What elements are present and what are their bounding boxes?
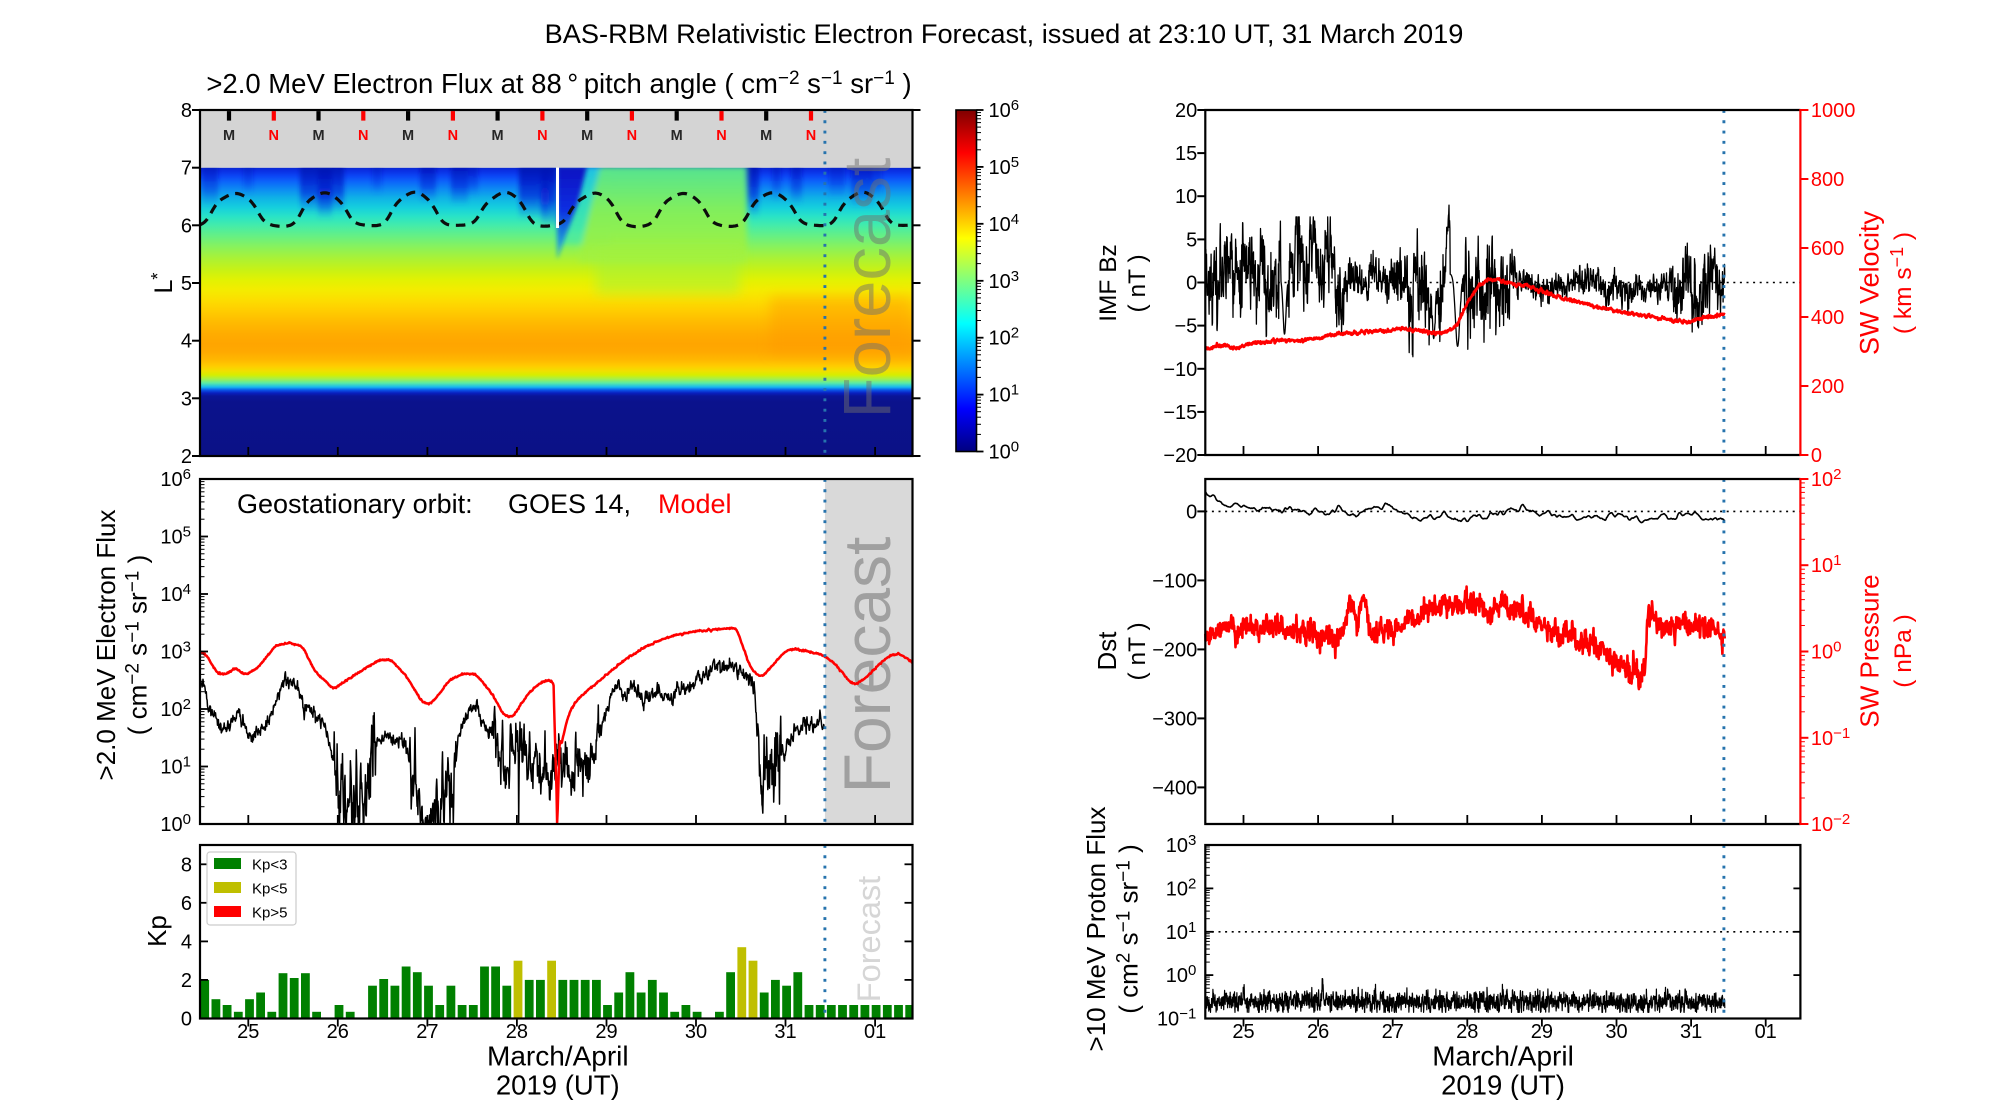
svg-text:2: 2 xyxy=(181,970,192,992)
svg-text:Forecast: Forecast xyxy=(851,876,887,1002)
svg-text:BAS-RBM Relativistic Electron: BAS-RBM Relativistic Electron Forecast, … xyxy=(545,18,1464,49)
svg-text:March/April: March/April xyxy=(487,1041,629,1072)
svg-text:N: N xyxy=(806,128,816,144)
svg-text:2019 (UT): 2019 (UT) xyxy=(496,1070,620,1101)
svg-text:800: 800 xyxy=(1811,169,1844,191)
svg-text:29: 29 xyxy=(1531,1021,1553,1043)
svg-text:27: 27 xyxy=(416,1021,438,1043)
svg-text:−15: −15 xyxy=(1163,402,1197,424)
svg-text:M: M xyxy=(760,128,772,144)
svg-text:7: 7 xyxy=(181,158,192,180)
svg-text:March/April: March/April xyxy=(1432,1041,1574,1072)
svg-text:28: 28 xyxy=(1456,1021,1478,1043)
svg-text:4: 4 xyxy=(181,931,192,953)
svg-text:Model: Model xyxy=(658,489,732,519)
svg-text:N: N xyxy=(537,128,547,144)
svg-text:30: 30 xyxy=(685,1021,707,1043)
svg-text:200: 200 xyxy=(1811,376,1844,398)
svg-text:GOES 14,: GOES 14, xyxy=(508,489,631,519)
svg-text:Forecast: Forecast xyxy=(830,157,905,418)
svg-text:102: 102 xyxy=(1811,466,1842,491)
svg-text:31: 31 xyxy=(1680,1021,1702,1043)
svg-text:600: 600 xyxy=(1811,238,1844,260)
svg-text:6: 6 xyxy=(181,893,192,915)
svg-text:10: 10 xyxy=(1175,186,1197,208)
svg-text:400: 400 xyxy=(1811,307,1844,329)
svg-text:N: N xyxy=(358,128,368,144)
svg-text:−200: −200 xyxy=(1152,639,1197,661)
svg-text:( nT ): ( nT ) xyxy=(1124,254,1151,312)
svg-text:2019 (UT): 2019 (UT) xyxy=(1441,1070,1565,1101)
svg-text:103: 103 xyxy=(160,639,191,664)
svg-text:5: 5 xyxy=(181,273,192,295)
svg-text:1000: 1000 xyxy=(1811,100,1856,122)
svg-text:M: M xyxy=(312,128,324,144)
svg-text:0: 0 xyxy=(1811,445,1822,467)
svg-text:30: 30 xyxy=(1605,1021,1627,1043)
svg-text:25: 25 xyxy=(1232,1021,1254,1043)
svg-text:−20: −20 xyxy=(1163,445,1197,467)
svg-text:29: 29 xyxy=(595,1021,617,1043)
svg-text:SW Velocity: SW Velocity xyxy=(1855,210,1885,355)
svg-text:20: 20 xyxy=(1175,100,1197,122)
svg-text:27: 27 xyxy=(1382,1021,1404,1043)
svg-text:8: 8 xyxy=(181,100,192,122)
svg-text:3: 3 xyxy=(181,388,192,410)
svg-text:8: 8 xyxy=(181,854,192,876)
svg-text:M: M xyxy=(223,128,235,144)
svg-text:2: 2 xyxy=(181,446,192,468)
svg-text:>10 MeV Proton Flux: >10 MeV Proton Flux xyxy=(1081,807,1111,1052)
svg-text:6: 6 xyxy=(181,215,192,237)
svg-text:M: M xyxy=(402,128,414,144)
svg-text:Geostationary orbit:: Geostationary orbit: xyxy=(237,489,473,519)
svg-text:Kp<5: Kp<5 xyxy=(252,881,287,898)
svg-text:−100: −100 xyxy=(1152,570,1197,592)
svg-text:26: 26 xyxy=(327,1021,349,1043)
svg-text:Kp>5: Kp>5 xyxy=(252,905,287,922)
svg-text:M: M xyxy=(492,128,504,144)
svg-text:103: 103 xyxy=(989,268,1020,293)
svg-text:>2.0 MeV Electron Flux: >2.0 MeV Electron Flux xyxy=(91,510,121,781)
svg-text:25: 25 xyxy=(237,1021,259,1043)
svg-text:−10: −10 xyxy=(1163,359,1197,381)
svg-text:−300: −300 xyxy=(1152,708,1197,730)
svg-text:−5: −5 xyxy=(1174,316,1197,338)
svg-text:10−2: 10−2 xyxy=(1811,811,1850,836)
svg-text:4: 4 xyxy=(181,331,192,353)
svg-text:0: 0 xyxy=(1186,273,1197,295)
svg-text:Kp: Kp xyxy=(142,915,172,947)
svg-text:( nPa ): ( nPa ) xyxy=(1890,614,1917,688)
svg-text:Dst: Dst xyxy=(1092,631,1122,671)
svg-text:N: N xyxy=(448,128,458,144)
svg-text:28: 28 xyxy=(506,1021,528,1043)
svg-text:>2.0 MeV Electron Flux at 88 °: >2.0 MeV Electron Flux at 88 ° pitch ang… xyxy=(206,68,911,99)
svg-text:IMF Bz: IMF Bz xyxy=(1095,244,1122,322)
svg-text:5: 5 xyxy=(1186,229,1197,251)
svg-text:N: N xyxy=(269,128,279,144)
svg-text:01: 01 xyxy=(1755,1021,1777,1043)
svg-text:Forecast: Forecast xyxy=(830,537,904,794)
svg-text:( nT ): ( nT ) xyxy=(1124,622,1151,680)
svg-text:26: 26 xyxy=(1307,1021,1329,1043)
svg-text:31: 31 xyxy=(774,1021,796,1043)
svg-text:Kp<3: Kp<3 xyxy=(252,857,287,874)
svg-text:0: 0 xyxy=(181,1009,192,1031)
svg-text:M: M xyxy=(581,128,593,144)
svg-text:( cm2 s−1 sr−1 ): ( cm2 s−1 sr−1 ) xyxy=(1114,844,1144,1013)
svg-text:( cm−2 s−1 sr−1 ): ( cm−2 s−1 sr−1 ) xyxy=(123,555,153,736)
svg-text:0: 0 xyxy=(1186,501,1197,523)
svg-text:N: N xyxy=(716,128,726,144)
svg-text:100: 100 xyxy=(1166,962,1197,987)
svg-text:SW Pressure: SW Pressure xyxy=(1855,574,1885,727)
svg-text:M: M xyxy=(671,128,683,144)
svg-text:15: 15 xyxy=(1175,143,1197,165)
svg-text:( km s−1 ): ( km s−1 ) xyxy=(1887,232,1917,334)
svg-text:N: N xyxy=(627,128,637,144)
svg-text:01: 01 xyxy=(864,1021,886,1043)
svg-text:−400: −400 xyxy=(1152,777,1197,799)
